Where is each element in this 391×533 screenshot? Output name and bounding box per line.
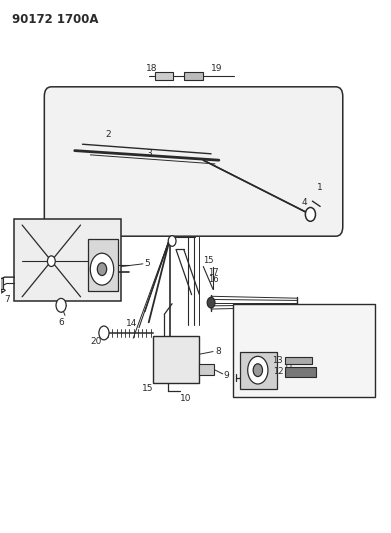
Circle shape (99, 326, 109, 340)
Text: 12: 12 (273, 367, 283, 376)
Text: 8: 8 (215, 347, 221, 356)
Text: 6: 6 (58, 318, 64, 327)
FancyBboxPatch shape (44, 87, 343, 236)
Text: 1: 1 (317, 183, 323, 192)
Text: 2: 2 (105, 130, 111, 139)
Bar (199, 364, 214, 375)
Bar (152, 336, 199, 383)
Circle shape (97, 263, 107, 276)
Circle shape (47, 256, 55, 266)
Text: 5: 5 (144, 260, 150, 268)
Text: 4: 4 (302, 198, 307, 207)
Text: 90172 1700A: 90172 1700A (13, 13, 99, 26)
Bar (285, 357, 312, 365)
Text: 7: 7 (5, 295, 11, 304)
Text: 15: 15 (203, 256, 213, 264)
Circle shape (248, 357, 268, 384)
Circle shape (90, 253, 114, 285)
Bar (285, 367, 316, 376)
Text: 3: 3 (146, 149, 152, 158)
Circle shape (168, 236, 176, 246)
Circle shape (56, 298, 66, 312)
Text: 13: 13 (273, 356, 283, 365)
Bar (154, 72, 173, 80)
Text: 14: 14 (126, 319, 137, 328)
Bar (0, 278, 3, 289)
Bar (184, 72, 203, 80)
Text: 19: 19 (211, 64, 223, 73)
Circle shape (253, 364, 262, 376)
Text: 16: 16 (208, 274, 218, 284)
Bar (233, 304, 375, 397)
Bar (14, 219, 122, 301)
Text: 15: 15 (142, 384, 154, 393)
Text: 9: 9 (223, 371, 229, 380)
Bar (240, 352, 277, 389)
Text: 18: 18 (146, 64, 158, 73)
Text: 10: 10 (180, 394, 192, 403)
Circle shape (305, 207, 316, 221)
Text: 11: 11 (283, 364, 294, 373)
Text: 20: 20 (90, 337, 102, 346)
Bar (88, 239, 118, 292)
Text: 17: 17 (208, 269, 218, 277)
Circle shape (207, 297, 215, 308)
